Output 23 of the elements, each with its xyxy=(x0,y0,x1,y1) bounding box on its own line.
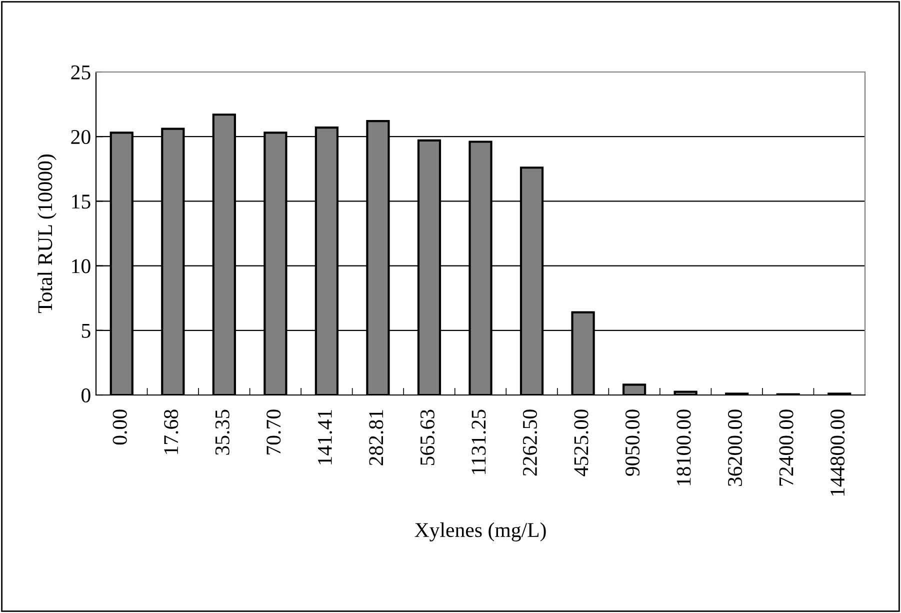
x-tick-label: 72400.00 xyxy=(779,410,794,486)
y-tick-label: 10 xyxy=(72,259,90,274)
x-tick-label: 9050.00 xyxy=(625,410,640,476)
x-tick-label: 70.70 xyxy=(266,410,281,454)
x-tick-label: 35.35 xyxy=(215,410,230,455)
x-tick-label: 4525.00 xyxy=(574,410,588,476)
x-tick-label: 282.81 xyxy=(369,410,384,466)
y-axis-title: Total RUL (10000) xyxy=(38,154,56,314)
x-tick-label: 144800.00 xyxy=(830,410,845,496)
y-tick-label: 5 xyxy=(82,324,90,338)
x-axis-title: Xylenes (mg/L) xyxy=(414,522,546,542)
x-tick-label: 0.00 xyxy=(112,410,127,445)
x-tick-label: 2262.50 xyxy=(522,410,538,476)
x-tick-label: 141.41 xyxy=(318,410,332,464)
x-tick-label: 17.68 xyxy=(164,410,178,454)
y-tick-label: 0 xyxy=(82,388,90,402)
y-tick-label: 20 xyxy=(71,130,90,144)
x-tick-label: 18100.00 xyxy=(676,410,691,486)
y-tick-label: 25 xyxy=(71,65,90,80)
x-tick-label: 36200.00 xyxy=(728,410,742,486)
y-tick-label: 15 xyxy=(72,194,90,209)
x-tick-label: 1131.25 xyxy=(472,410,486,474)
x-tick-label: 565.63 xyxy=(420,410,435,465)
